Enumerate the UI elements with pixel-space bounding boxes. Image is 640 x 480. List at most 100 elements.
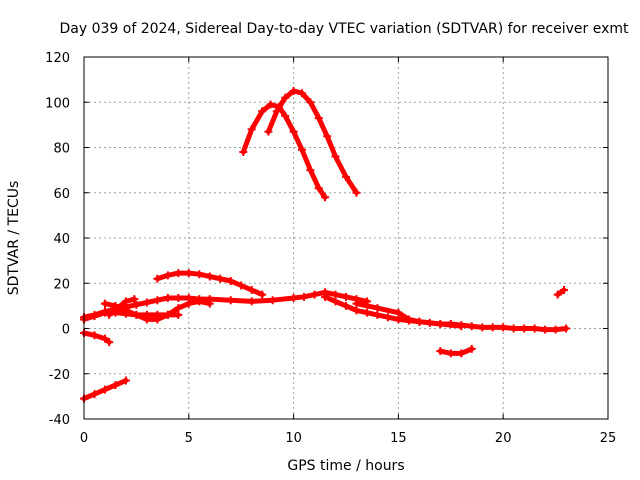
series-arc-neg-small — [80, 329, 114, 347]
series-arc-dip — [436, 344, 476, 358]
y-tick-label: 120 — [45, 51, 70, 66]
data-point — [216, 274, 225, 283]
x-tick-label: 10 — [285, 431, 302, 446]
x-tick-label: 5 — [185, 431, 193, 446]
data-point — [551, 325, 560, 334]
data-point — [562, 324, 571, 333]
series-arc-hump — [153, 269, 267, 299]
data-point — [163, 310, 172, 319]
data-point — [132, 310, 141, 319]
chart-title: Day 039 of 2024, Sidereal Day-to-day VTE… — [60, 21, 630, 37]
data-point — [289, 293, 298, 302]
data-point — [121, 376, 130, 385]
data-point — [153, 274, 162, 283]
y-tick-label: 20 — [53, 277, 70, 292]
data-point — [195, 270, 204, 279]
data-point — [266, 100, 275, 109]
data-point — [520, 324, 529, 333]
data-point — [205, 272, 214, 281]
data-point — [436, 347, 445, 356]
data-point — [268, 296, 277, 305]
data-point — [142, 298, 151, 307]
data-point — [352, 188, 361, 197]
data-point — [247, 286, 256, 295]
data-point — [281, 93, 290, 102]
data-point — [436, 319, 445, 328]
x-tick-label: 20 — [495, 431, 512, 446]
series-arc-low-tail-b — [352, 299, 466, 331]
series-line — [106, 296, 137, 318]
y-tick-labels: -40 -20 0 20 40 60 80 100 120 — [45, 51, 608, 428]
series-line — [437, 346, 475, 356]
data-point — [174, 310, 183, 319]
data-point — [373, 310, 382, 319]
data-point — [239, 148, 248, 157]
data-point — [342, 301, 350, 310]
data-point — [100, 385, 109, 394]
data-point — [415, 317, 424, 326]
y-tick-label: 100 — [45, 96, 70, 111]
data-point — [121, 306, 130, 315]
data-point — [90, 312, 99, 321]
data-point — [321, 193, 330, 202]
data-point — [195, 297, 204, 306]
y-tick-label: 0 — [62, 323, 70, 338]
data-point — [306, 98, 315, 107]
data-point — [383, 313, 392, 322]
data-point — [446, 349, 455, 358]
data-point — [342, 172, 350, 181]
data-point — [121, 297, 130, 306]
data-series — [80, 86, 571, 403]
data-point — [457, 322, 466, 331]
data-point — [272, 107, 281, 116]
data-point — [394, 308, 403, 317]
data-point — [226, 296, 235, 305]
data-point — [100, 308, 109, 317]
data-point — [205, 299, 214, 308]
x-tick-label: 15 — [390, 431, 407, 446]
data-point — [404, 315, 413, 324]
x-axis-label: GPS time / hours — [287, 458, 404, 474]
data-point — [362, 308, 371, 317]
y-tick-label: -20 — [49, 368, 70, 383]
series-arc-neg-large — [80, 376, 130, 403]
data-point — [321, 292, 330, 301]
data-point — [237, 281, 246, 290]
data-point — [100, 299, 109, 308]
data-point — [184, 269, 193, 278]
data-point — [153, 296, 162, 305]
data-point — [247, 297, 256, 306]
data-point — [310, 290, 319, 299]
series-arc-high-a — [239, 100, 330, 202]
y-axis-label: SDTVAR / TECUs — [6, 181, 22, 296]
data-point — [314, 184, 323, 193]
data-point — [541, 325, 550, 334]
grid — [84, 57, 608, 419]
data-point — [559, 286, 568, 295]
data-point — [478, 323, 487, 332]
data-point — [142, 315, 151, 324]
data-point — [499, 323, 508, 332]
x-tick-labels: 0 5 10 15 20 25 — [80, 57, 616, 446]
data-point — [281, 111, 290, 120]
data-point — [300, 292, 309, 301]
data-point — [297, 89, 306, 98]
data-point — [163, 293, 172, 302]
data-point — [331, 152, 340, 161]
data-point — [342, 292, 350, 301]
series-line — [81, 330, 112, 345]
data-point — [352, 299, 361, 308]
data-point — [132, 300, 141, 309]
data-point — [467, 322, 476, 331]
data-point — [174, 293, 183, 302]
data-point — [184, 299, 193, 308]
data-point — [258, 290, 267, 299]
data-point — [111, 381, 120, 390]
data-point — [90, 390, 99, 399]
data-point — [174, 304, 183, 313]
data-point — [509, 324, 518, 333]
data-point — [297, 145, 306, 154]
data-point — [130, 295, 139, 304]
series-line — [240, 102, 328, 200]
data-point — [553, 290, 562, 299]
